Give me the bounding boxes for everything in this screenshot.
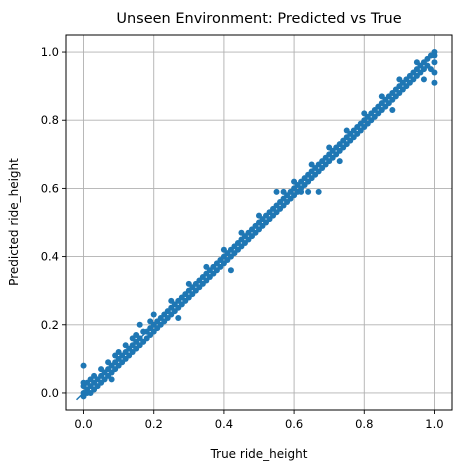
x-tick-label: 0.0 [74, 417, 92, 431]
x-axis-label: True ride_height [210, 447, 308, 461]
y-tick-label: 0.8 [41, 113, 59, 127]
chart-title: Unseen Environment: Predicted vs True [116, 11, 401, 27]
data-point [80, 362, 87, 369]
y-tick-label: 1.0 [41, 45, 59, 59]
data-point [136, 321, 143, 328]
data-point [273, 188, 280, 195]
data-point [315, 188, 322, 195]
y-tick-label: 0.0 [41, 386, 59, 400]
plot-area-frame [65, 34, 453, 411]
data-point [336, 158, 343, 165]
y-tick-label: 0.4 [41, 250, 59, 264]
data-point [431, 69, 438, 76]
data-point [389, 107, 396, 113]
data-point [305, 188, 312, 195]
data-point [431, 79, 438, 86]
data-point [175, 314, 182, 321]
axis-ticks: 0.0 0.2 0.4 0.6 0.8 1.0 0.0 0.2 0.4 0.6 0.8 1.0 [41, 45, 444, 431]
x-tick-label: 1.0 [425, 417, 443, 431]
data-point [227, 267, 234, 274]
data-point [150, 311, 157, 318]
x-tick-label: 0.6 [285, 417, 303, 431]
x-tick-label: 0.4 [215, 417, 233, 431]
y-tick-label: 0.2 [41, 318, 59, 332]
grid [66, 35, 452, 410]
data-point [298, 188, 305, 195]
y-tick-label: 0.6 [41, 181, 59, 195]
y-axis-label: Predicted ride_height [7, 158, 21, 286]
data-point [420, 76, 427, 83]
identity-line [76, 51, 435, 401]
x-tick-label: 0.8 [355, 417, 373, 431]
data-point [431, 59, 438, 66]
x-tick-label: 0.2 [145, 417, 163, 431]
data-layer [76, 49, 438, 401]
data-point [108, 376, 115, 383]
